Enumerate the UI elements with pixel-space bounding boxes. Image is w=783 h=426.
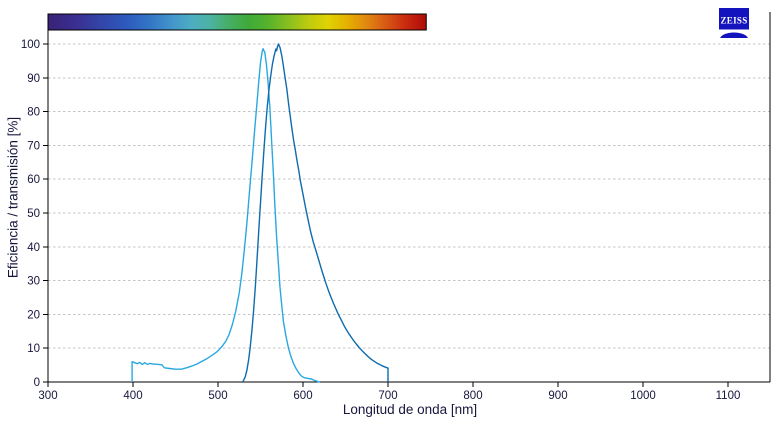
zeiss-lens-icon: [720, 32, 748, 38]
y-tick-label-70: 70: [27, 140, 40, 152]
x-tick-label-400: 400: [123, 390, 142, 402]
y-tick-label-100: 100: [21, 39, 40, 51]
y-tick-label-50: 50: [27, 208, 40, 220]
y-tick-label-60: 60: [27, 174, 40, 186]
y-tick-label-90: 90: [27, 73, 40, 85]
y-tick-label-30: 30: [27, 276, 40, 288]
y-tick-label-20: 20: [27, 309, 40, 321]
x-tick-label-600: 600: [293, 390, 312, 402]
curve-excitacion: [131, 48, 321, 383]
zeiss-logo: ZEISS: [719, 8, 749, 38]
x-tick-label-500: 500: [208, 390, 227, 402]
y-tick-label-40: 40: [27, 242, 40, 254]
y-tick-label-10: 10: [27, 343, 40, 355]
spectrum-bar: [47, 13, 427, 31]
y-tick-label-0: 0: [34, 377, 40, 389]
x-tick-label-300: 300: [38, 390, 57, 402]
x-tick-label-700: 700: [378, 390, 397, 402]
y-axis-title: Eficiencia / transmisión [%]: [5, 116, 21, 279]
zeiss-logo-text: ZEISS: [720, 16, 747, 26]
x-tick-label-1000: 1000: [630, 390, 656, 402]
curve-emision: [242, 43, 389, 383]
y-tick-label-80: 80: [27, 107, 40, 119]
x-tick-label-1100: 1100: [716, 390, 741, 402]
x-tick-label-800: 800: [463, 390, 482, 402]
x-axis-title: Longitud de onda [nm]: [342, 402, 478, 417]
x-tick-label-900: 900: [548, 390, 567, 402]
